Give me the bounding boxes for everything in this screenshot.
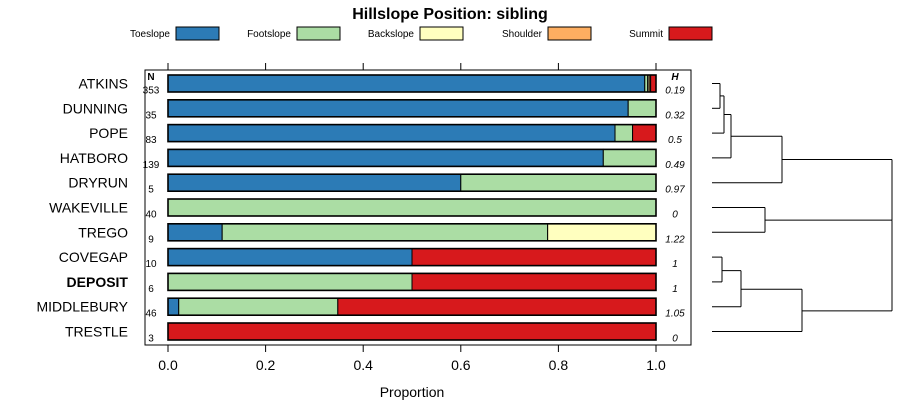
bar-segment-pope-toeslope [167,124,616,143]
n-value-dryrun: 5 [148,185,154,196]
bar-segment-atkins-summit [650,74,657,93]
bar-segment-dunning-footslope [627,99,657,118]
n-column-header: N [147,72,154,83]
bar-segment-pope-footslope [614,124,634,143]
bar-segment-dryrun-toeslope [167,173,462,192]
legend-label-backslope: Backslope [368,29,415,40]
h-value-atkins: 0.19 [665,86,685,97]
bar-segment-hatboro-toeslope [167,148,604,167]
n-value-hatboro: 139 [143,160,160,171]
legend-swatch-footslope [296,26,341,41]
bar-segment-trestle-summit [167,322,657,341]
bar-outline-middlebury [167,297,657,317]
bar-outline-covegap [167,247,657,267]
category-label-trestle: TRESTLE [65,324,128,340]
category-label-atkins: ATKINS [78,76,128,92]
legend-swatch-summit [668,26,713,41]
chart-title: Hillslope Position: sibling [352,6,548,23]
bar-segment-covegap-summit [411,248,657,267]
n-value-trego: 9 [148,234,154,245]
bar-segment-pope-summit [632,124,657,143]
legend-swatch-shoulder [547,26,592,41]
bar-segment-trego-toeslope [167,223,223,242]
h-value-middlebury: 1.05 [665,309,685,320]
bar-segment-deposit-footslope [167,272,413,291]
h-value-wakeville: 0 [672,210,678,221]
category-label-dryrun: DRYRUN [68,175,128,191]
bar-outline-atkins [167,74,657,93]
bar-segment-middlebury-summit [337,297,657,316]
bar-outline-trego [167,223,657,242]
bar-outline-deposit [167,272,657,292]
n-value-dunning: 35 [145,110,157,121]
h-value-trestle: 0 [672,334,678,345]
n-value-covegap: 10 [145,259,157,270]
x-axis: 0.0 0.2 0.4 0.6 0.8 1.0 [158,63,666,373]
bar-segment-wakeville-footslope [167,198,657,217]
legend-label-toeslope: Toeslope [130,29,170,40]
category-label-deposit: DEPOSIT [67,274,129,290]
h-value-trego: 1.22 [665,234,685,245]
dendrogram [712,83,893,332]
x-tick-label: 0.8 [549,357,569,373]
h-value-dunning: 0.32 [665,110,685,121]
category-label-trego: TREGO [78,224,128,240]
legend-label-summit: Summit [629,29,663,40]
bar-segment-trego-footslope [221,223,549,242]
bar-outline-pope [167,123,657,143]
h-column-header: H [671,72,679,83]
bar-segment-middlebury-toeslope [167,297,180,316]
n-value-trestle: 3 [148,334,154,345]
bar-segment-atkins-toeslope [167,74,646,93]
category-label-dunning: DUNNING [63,100,128,116]
legend-label-shoulder: Shoulder [502,29,543,40]
n-value-wakeville: 40 [145,210,157,221]
plot-panel [144,69,692,346]
n-value-pope: 83 [145,135,157,146]
x-axis-title: Proportion [380,384,445,400]
legend-swatch-backslope [419,26,464,41]
category-label-middlebury: MIDDLEBURY [36,299,128,315]
bar-outline-wakeville [167,198,657,217]
bar-segment-deposit-summit [411,272,657,291]
h-value-deposit: 1 [672,284,678,295]
x-tick-label: 0.6 [451,357,471,373]
bar-segment-covegap-toeslope [167,248,413,267]
bar-outline-trestle [167,322,657,341]
bar-outline-dunning [167,99,657,118]
h-value-pope: 0.5 [668,135,682,146]
legend: Toeslope Footslope Backslope Shoulder Summit [130,26,713,41]
x-tick-label: 0.4 [353,357,373,373]
legend-label-footslope: Footslope [247,29,291,40]
x-tick-label: 0.0 [158,357,178,373]
category-label-covegap: COVEGAP [59,249,128,265]
bar-segment-trego-backslope [547,223,657,242]
h-value-hatboro: 0.49 [665,160,685,171]
bars-group [167,74,657,341]
category-label-pope: POPE [89,125,128,141]
n-value-middlebury: 46 [145,309,157,320]
bar-segment-middlebury-footslope [178,297,339,316]
bar-outline-hatboro [167,148,657,168]
bar-segment-hatboro-footslope [602,148,657,167]
bar-segment-dryrun-footslope [460,173,657,192]
category-label-wakeville: WAKEVILLE [49,200,128,216]
legend-swatch-toeslope [175,26,220,41]
h-value-dryrun: 0.97 [665,185,685,196]
category-label-hatboro: HATBORO [60,150,128,166]
n-value-atkins: 353 [143,86,160,97]
bar-segment-dunning-toeslope [167,99,629,118]
n-value-deposit: 6 [148,284,154,295]
h-value-covegap: 1 [672,259,678,270]
x-tick-label: 0.2 [256,357,276,373]
bar-outline-dryrun [167,173,657,192]
x-tick-label: 1.0 [646,357,666,373]
